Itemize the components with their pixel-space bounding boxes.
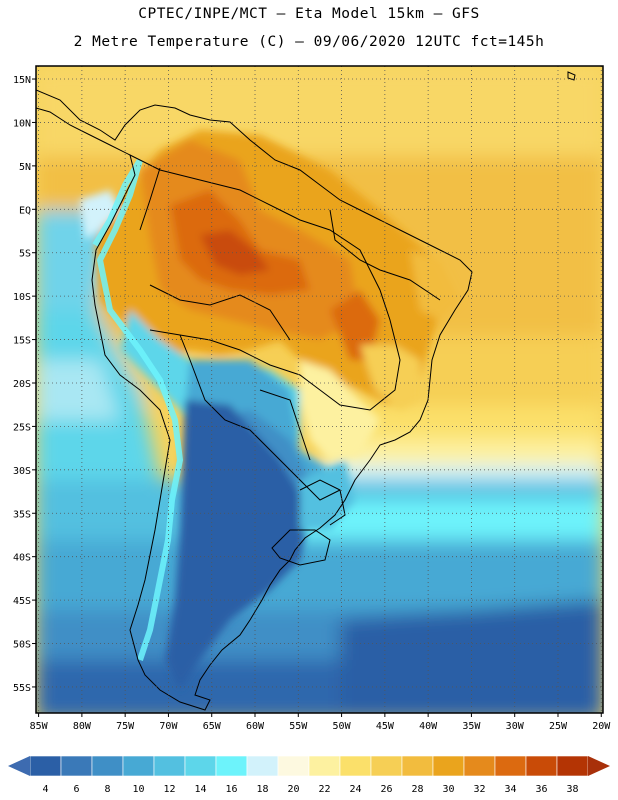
colorbar-label: 8: [104, 784, 110, 795]
latitude-label: 40S: [13, 553, 31, 564]
longitude-label: 25W: [549, 721, 568, 730]
longitude-label: 40W: [419, 721, 438, 730]
colorbar-swatch: [494, 755, 527, 777]
longitude-label: 50W: [333, 721, 352, 730]
colorbar-swatch: [308, 755, 341, 777]
colorbar-label: 30: [442, 784, 454, 795]
latitude-label: 50S: [13, 640, 31, 651]
colorbar-swatch: [339, 755, 372, 777]
latitude-label: 35S: [13, 509, 31, 520]
latitude-label: EQ: [19, 205, 31, 216]
colorbar-label: 26: [380, 784, 392, 795]
coastlines: [36, 71, 576, 711]
colorbar-label: 6: [73, 784, 79, 795]
colorbar-swatch: [556, 755, 589, 777]
colorbar-swatch: [215, 755, 248, 777]
colorbar-swatch: [370, 755, 403, 777]
latitude-label: 55S: [13, 683, 31, 694]
colorbar-label: 16: [225, 784, 237, 795]
latitude-label: 30S: [13, 466, 31, 477]
latitude-label: 25S: [13, 422, 31, 433]
latitude-label: 10S: [13, 292, 31, 303]
longitude-label: 20W: [592, 721, 611, 730]
longitude-label: 45W: [376, 721, 395, 730]
colorbar-label: 36: [535, 784, 547, 795]
longitude-label: 80W: [73, 721, 92, 730]
longitude-label: 30W: [506, 721, 525, 730]
longitude-label: 75W: [116, 721, 135, 730]
temperature-map: 15N 10N 5N EQ 5S 10S 15S 20S 25S 30S 35S 40S 45S 50S 5…: [13, 65, 611, 730]
map-frame: [35, 65, 604, 714]
latitude-label: 5S: [19, 249, 31, 260]
colorbar-swatch: [277, 755, 310, 777]
colorbar-swatch: [525, 755, 558, 777]
latitude-labels: 15N 10N 5N EQ 5S 10S 15S 20S 25S 30S 35S 40S 45S 50S 5…: [13, 75, 36, 694]
colorbar-swatch: [432, 755, 465, 777]
temperature-field: [36, 66, 603, 713]
latitude-label: 20S: [13, 379, 31, 390]
colorbar-over-arrow: [588, 756, 610, 776]
longitude-label: 70W: [159, 721, 178, 730]
graticule: [36, 66, 603, 713]
colorbar-swatch: [122, 755, 155, 777]
colorbar: 4 6 8 10 12 14 16 18 20 22 24 26 28 30 32 34 36 38: [8, 755, 610, 795]
colorbar-swatches: [29, 755, 589, 777]
longitude-label: 85W: [30, 721, 49, 730]
colorbar-label: 38: [566, 784, 578, 795]
latitude-label: 15S: [13, 336, 31, 347]
title-line-2: 2 Metre Temperature (C) – 09/06/2020 12U…: [73, 34, 545, 50]
colorbar-labels: 4 6 8 10 12 14 16 18 20 22 24 26 28 30 32 34 36 38: [42, 784, 578, 795]
latitude-label: 10N: [13, 118, 31, 129]
colorbar-swatch: [60, 755, 93, 777]
title-line-1: CPTEC/INPE/MCT – Eta Model 15km – GFS: [138, 6, 480, 22]
colorbar-label: 12: [163, 784, 175, 795]
latitude-label: 5N: [19, 162, 31, 173]
colorbar-swatch: [184, 755, 217, 777]
longitude-label: 65W: [203, 721, 222, 730]
longitude-label: 60W: [246, 721, 265, 730]
colorbar-label: 4: [42, 784, 48, 795]
colorbar-swatch: [401, 755, 434, 777]
latitude-label: 15N: [13, 75, 31, 86]
longitude-label: 35W: [462, 721, 481, 730]
colorbar-label: 10: [132, 784, 144, 795]
longitude-labels: 85W 80W 75W 70W 65W 60W 55W 50W 45W 40W 35W 30W 25W 2…: [30, 713, 611, 730]
colorbar-label: 32: [473, 784, 485, 795]
colorbar-label: 22: [318, 784, 330, 795]
colorbar-swatch: [246, 755, 279, 777]
colorbar-label: 34: [504, 784, 516, 795]
colorbar-swatch: [463, 755, 496, 777]
colorbar-swatch: [153, 755, 186, 777]
colorbar-label: 18: [256, 784, 268, 795]
colorbar-swatch: [91, 755, 124, 777]
colorbar-label: 24: [349, 784, 361, 795]
colorbar-label: 20: [287, 784, 299, 795]
colorbar-label: 28: [411, 784, 423, 795]
colorbar-swatch: [29, 755, 62, 777]
colorbar-under-arrow: [8, 756, 30, 776]
colorbar-label: 14: [194, 784, 206, 795]
longitude-label: 55W: [289, 721, 308, 730]
latitude-label: 45S: [13, 596, 31, 607]
